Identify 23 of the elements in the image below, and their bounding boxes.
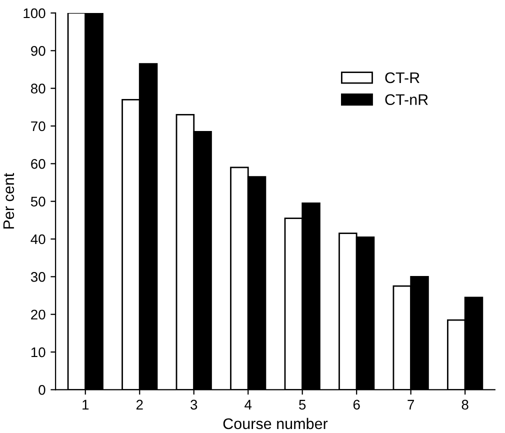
x-tick-label: 5 <box>299 400 306 410</box>
y-tick-label: 50 <box>30 196 46 207</box>
x-tick-label: 6 <box>353 400 360 410</box>
y-axis-title: Per cent <box>3 173 14 229</box>
x-tick-label: 3 <box>190 400 198 410</box>
legend-label: CT-R <box>385 72 420 84</box>
x-tick-label: 8 <box>462 400 468 410</box>
legend-label: CT-nR <box>385 94 428 106</box>
y-tick-label: 70 <box>31 121 46 132</box>
y-tick-label: 80 <box>30 84 46 94</box>
y-tick-label: 60 <box>31 159 46 169</box>
x-tick-label: 4 <box>244 400 252 410</box>
y-tick-label: 10 <box>31 347 46 358</box>
y-tick-label: 100 <box>24 8 46 18</box>
x-tick-label: 7 <box>408 400 414 410</box>
x-axis-title: Course number <box>223 418 328 430</box>
y-tick-label: 30 <box>30 272 46 282</box>
x-tick-label: 1 <box>82 400 89 410</box>
x-tick-label: 2 <box>136 400 143 410</box>
y-tick-label: 0 <box>38 385 46 395</box>
y-tick-label: 90 <box>31 46 46 56</box>
y-tick-label: 40 <box>30 234 46 244</box>
y-tick-label: 20 <box>31 310 46 320</box>
